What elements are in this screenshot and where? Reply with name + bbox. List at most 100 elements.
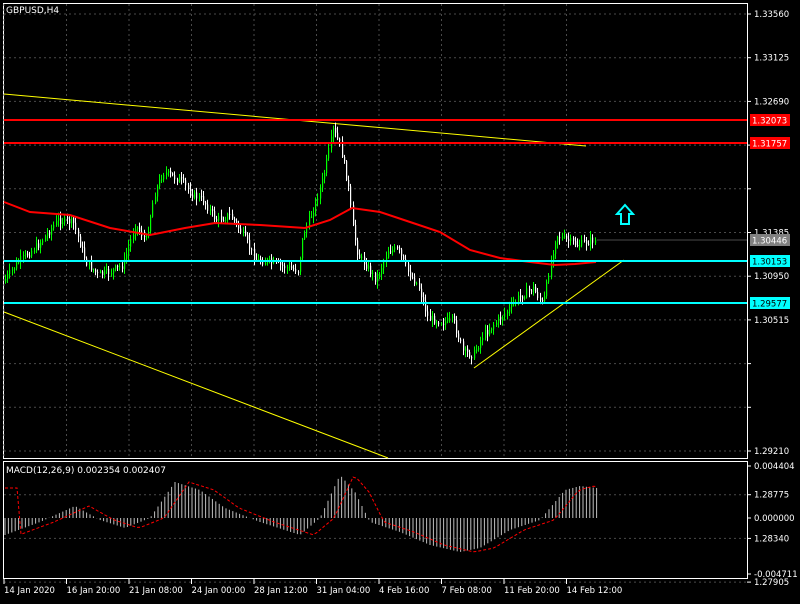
candle-body[interactable] [20,256,22,263]
candle-body[interactable] [210,209,212,211]
candle-body[interactable] [23,254,25,257]
candle-body[interactable] [249,239,251,249]
candle-body[interactable] [474,349,476,359]
candle-body[interactable] [478,347,480,350]
candle-body[interactable] [500,317,502,320]
candle-body[interactable] [463,341,465,351]
candle-body[interactable] [370,265,372,274]
candle-body[interactable] [238,223,240,229]
candle-body[interactable] [502,317,504,320]
candle-body[interactable] [287,267,289,269]
candle-body[interactable] [36,243,38,251]
candle-body[interactable] [485,329,487,338]
candle-body[interactable] [64,217,66,223]
candle-body[interactable] [100,271,102,273]
candle-body[interactable] [31,250,33,257]
candle-body[interactable] [53,225,55,229]
candle-body[interactable] [265,262,267,265]
candle-body[interactable] [357,240,359,255]
candle-body[interactable] [306,225,308,234]
candle-body[interactable] [551,260,553,277]
candlesticks[interactable] [5,122,597,365]
candle-body[interactable] [361,256,363,259]
candle-body[interactable] [69,218,71,224]
candle-body[interactable] [221,216,223,221]
candle-body[interactable] [416,283,418,285]
candle-body[interactable] [73,217,75,223]
candle-body[interactable] [214,210,216,220]
candle-body[interactable] [298,271,300,273]
candle-body[interactable] [568,238,570,242]
arrow-up-icon[interactable] [614,203,636,225]
candle-body[interactable] [520,295,522,297]
candle-body[interactable] [284,265,286,269]
candle-body[interactable] [326,158,328,173]
candle-body[interactable] [507,311,509,314]
candle-body[interactable] [139,227,141,232]
candle-body[interactable] [122,266,124,269]
candle-body[interactable] [544,296,546,302]
candle-body[interactable] [419,283,421,289]
candle-body[interactable] [311,216,313,218]
candle-body[interactable] [394,247,396,250]
candle-body[interactable] [280,261,282,265]
candle-body[interactable] [379,274,381,277]
candle-body[interactable] [434,315,436,324]
candle-body[interactable] [471,356,473,359]
candle-body[interactable] [196,192,198,199]
candle-body[interactable] [247,234,249,240]
candle-body[interactable] [133,234,135,239]
candle-body[interactable] [155,196,157,204]
candle-body[interactable] [577,244,579,246]
candle-body[interactable] [262,261,264,265]
candle-body[interactable] [58,218,60,221]
candle-body[interactable] [130,238,132,247]
candle-body[interactable] [12,269,14,271]
candle-body[interactable] [172,173,174,176]
candle-body[interactable] [586,240,588,244]
candle-body[interactable] [166,172,168,175]
candle-body[interactable] [522,296,524,299]
candle-body[interactable] [207,204,209,211]
candle-body[interactable] [47,233,49,237]
candle-body[interactable] [447,317,449,322]
candle-body[interactable] [546,281,548,297]
candle-body[interactable] [225,219,227,221]
candle-body[interactable] [229,213,231,215]
candle-body[interactable] [392,249,394,253]
candle-body[interactable] [436,322,438,324]
candle-body[interactable] [566,235,568,239]
candle-body[interactable] [170,171,172,174]
candle-body[interactable] [14,268,16,270]
candle-body[interactable] [236,220,238,224]
candle-body[interactable] [115,265,117,270]
candle-body[interactable] [60,218,62,225]
candle-body[interactable] [71,217,73,224]
candle-body[interactable] [445,321,447,325]
candle-body[interactable] [269,258,271,260]
candle-body[interactable] [333,127,335,137]
candle-body[interactable] [194,192,196,198]
candle-body[interactable] [458,333,460,340]
candle-body[interactable] [128,246,130,255]
candle-body[interactable] [511,302,513,308]
candle-body[interactable] [185,180,187,186]
candle-body[interactable] [421,288,423,298]
candle-body[interactable] [456,320,458,334]
candle-body[interactable] [227,213,229,220]
candle-body[interactable] [423,297,425,301]
candle-body[interactable] [465,348,467,351]
candle-body[interactable] [353,205,355,225]
candle-body[interactable] [482,337,484,341]
candle-body[interactable] [557,237,559,243]
candle-body[interactable] [498,317,500,323]
candle-body[interactable] [104,270,106,275]
candle-body[interactable] [542,299,544,302]
candle-body[interactable] [476,349,478,351]
candle-body[interactable] [467,348,469,353]
candle-body[interactable] [581,239,583,246]
candle-body[interactable] [124,258,126,269]
candle-body[interactable] [300,258,302,272]
candle-body[interactable] [80,236,82,247]
candle-body[interactable] [408,263,410,272]
